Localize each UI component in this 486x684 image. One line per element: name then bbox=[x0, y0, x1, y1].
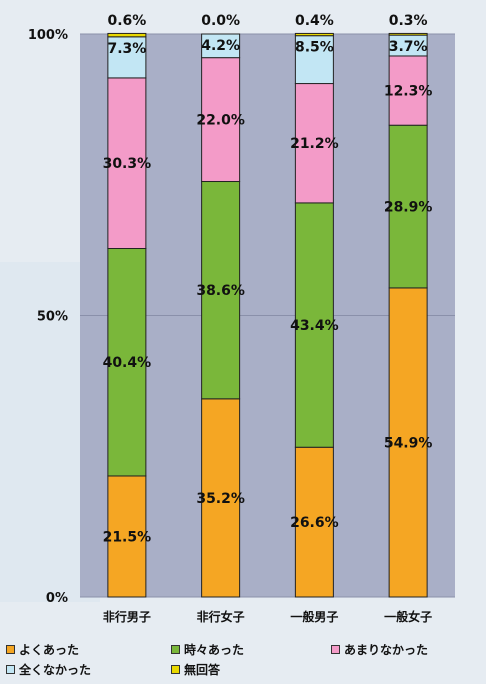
bar-segment bbox=[201, 57, 241, 183]
legend-swatch bbox=[6, 645, 15, 654]
data-label: 3.7% bbox=[389, 39, 428, 55]
data-label: 28.9% bbox=[384, 200, 433, 216]
data-label: 40.4% bbox=[103, 355, 152, 371]
bar-segment bbox=[294, 202, 334, 448]
data-label: 35.2% bbox=[196, 491, 245, 507]
data-label: 0.6% bbox=[107, 13, 146, 29]
legend: よくあった 時々あった あまりなかった全くなかった 無回答 bbox=[6, 641, 482, 681]
bar-segment bbox=[388, 287, 428, 598]
x-axis: 非行男子 非行女子 一般男子 一般女子 bbox=[103, 609, 432, 624]
data-label: 26.6% bbox=[290, 515, 339, 531]
legend-item: 全くなかった bbox=[6, 661, 91, 678]
data-label: 21.2% bbox=[290, 136, 339, 152]
legend-label: よくあった bbox=[19, 643, 80, 657]
bar-segment bbox=[107, 77, 147, 250]
bar-segment bbox=[107, 32, 147, 38]
legend-item: 時々あった bbox=[171, 641, 244, 658]
legend-swatch bbox=[171, 645, 180, 654]
bar-segment bbox=[201, 33, 241, 59]
bars bbox=[107, 32, 428, 598]
legend-swatch bbox=[171, 665, 180, 674]
legend-label: 無回答 bbox=[184, 663, 221, 677]
legend-swatch bbox=[331, 645, 340, 654]
bar-segment bbox=[294, 35, 334, 85]
y-tick-label: 100% bbox=[28, 28, 68, 43]
legend-label: あまりなかった bbox=[344, 643, 429, 657]
bar-segment bbox=[294, 446, 334, 598]
data-label: 4.2% bbox=[201, 38, 240, 54]
bar-segment bbox=[107, 36, 147, 79]
bar-segment bbox=[201, 181, 241, 400]
y-tick-label: 50% bbox=[37, 310, 68, 325]
bar-segment bbox=[388, 32, 428, 36]
bar-segment bbox=[201, 398, 241, 598]
data-label: 54.9% bbox=[384, 435, 433, 451]
stacked-bar-chart: 0% 50% 100% 21.5% 40.4% 30.3% 7.3% 0.6% 35.2% 38… bbox=[28, 13, 455, 624]
data-label: 0.3% bbox=[389, 13, 428, 29]
data-label: 8.5% bbox=[295, 40, 334, 56]
legend-item: よくあった bbox=[6, 641, 79, 658]
bar-segment bbox=[294, 32, 334, 37]
legend-label: 時々あった bbox=[184, 643, 245, 657]
data-label: 38.6% bbox=[196, 283, 245, 299]
legend-item: あまりなかった bbox=[331, 641, 428, 658]
bar-segment bbox=[107, 248, 147, 477]
x-tick-label: 一般女子 bbox=[384, 609, 432, 624]
x-tick-label: 一般男子 bbox=[290, 609, 338, 624]
data-label: 22.0% bbox=[196, 113, 245, 129]
legend-swatch bbox=[6, 665, 15, 674]
x-tick-label: 非行女子 bbox=[197, 609, 245, 624]
bar-segment bbox=[294, 83, 334, 204]
data-label: 21.5% bbox=[103, 529, 152, 545]
data-label: 0.0% bbox=[201, 13, 240, 29]
data-labels: 21.5% 40.4% 30.3% 7.3% 0.6% 35.2% 38.6% 22.0% 4.… bbox=[103, 13, 433, 545]
bar-segment bbox=[388, 55, 428, 126]
x-tick-label: 非行男子 bbox=[103, 609, 151, 624]
bar-segment bbox=[107, 475, 147, 598]
data-label: 12.3% bbox=[384, 84, 433, 100]
data-label: 0.4% bbox=[295, 13, 334, 29]
legend-label: 全くなかった bbox=[19, 663, 92, 677]
data-label: 30.3% bbox=[103, 156, 152, 172]
data-label: 7.3% bbox=[107, 41, 146, 57]
y-tick-label: 0% bbox=[46, 591, 68, 606]
data-label: 43.4% bbox=[290, 318, 339, 334]
y-axis: 0% 50% 100% bbox=[28, 28, 68, 606]
legend-item: 無回答 bbox=[171, 661, 220, 678]
